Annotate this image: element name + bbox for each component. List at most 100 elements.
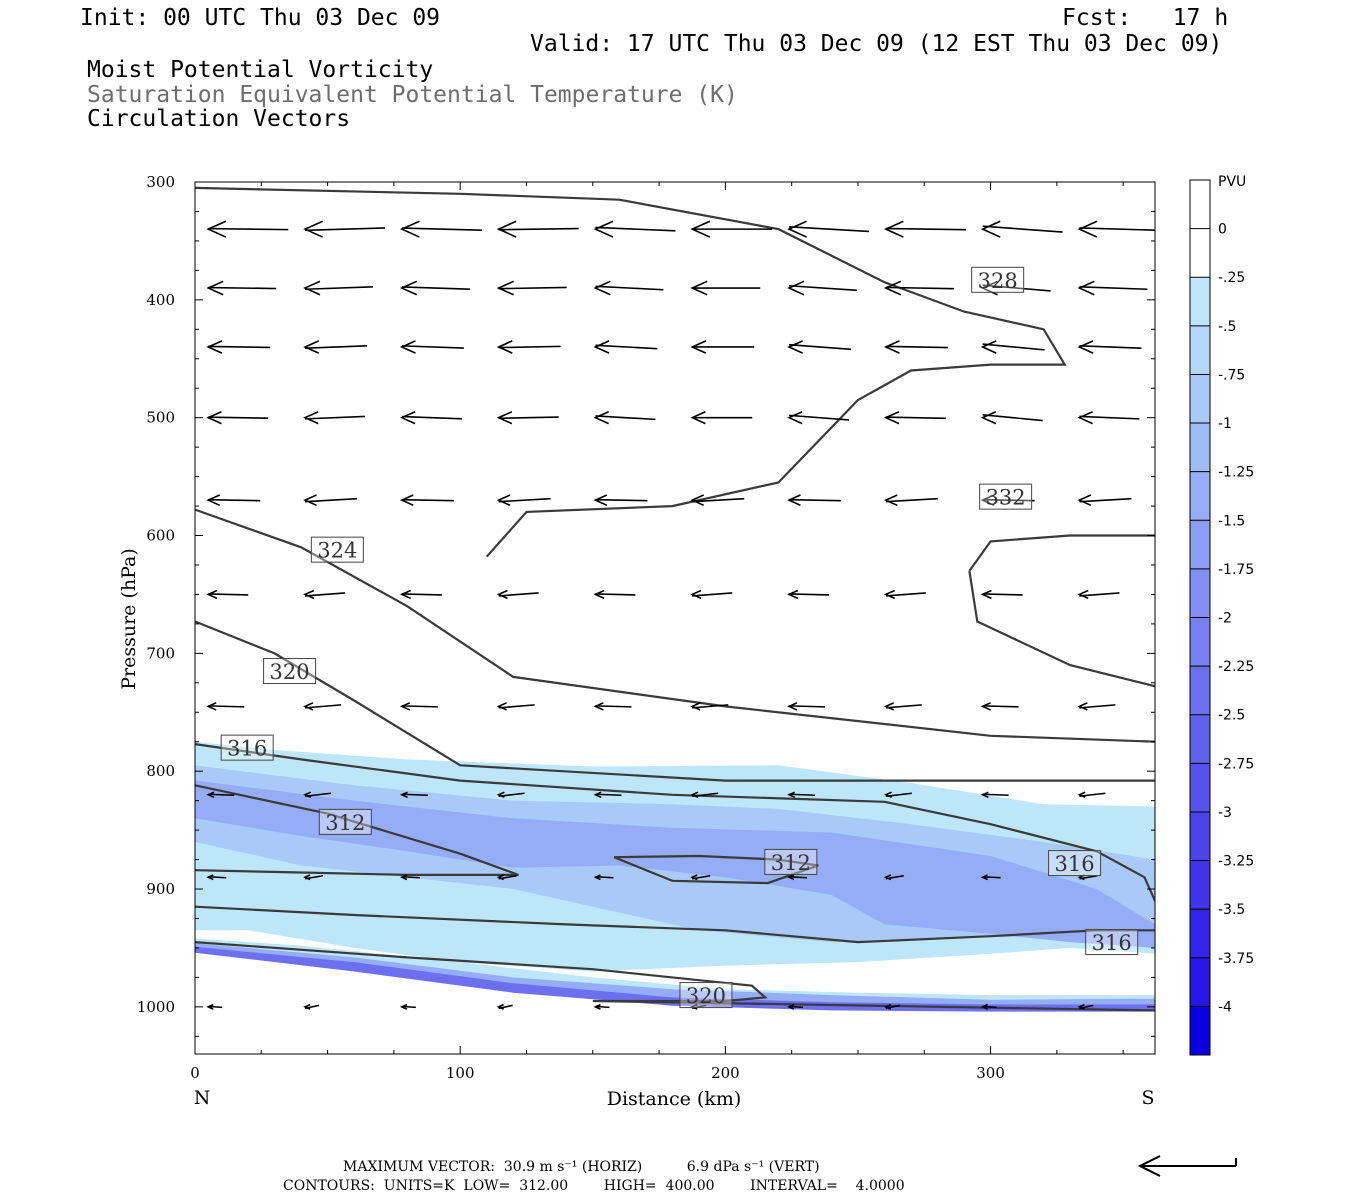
colorbar-tick-label: -2.25: [1218, 659, 1254, 675]
vector-head: [787, 494, 801, 507]
vector-shaft: [305, 497, 358, 503]
contour-label-text: 316: [1055, 852, 1095, 876]
vector-arrow: [690, 280, 761, 296]
vector-head: [303, 589, 315, 600]
vector-arrow: [1077, 494, 1132, 507]
vector-shaft: [498, 497, 551, 503]
y-tick-label: 400: [146, 291, 175, 309]
vector-arrow: [690, 791, 719, 799]
contour-label-text: 312: [325, 811, 365, 835]
contour-line-332-9: [968, 534, 1155, 572]
vector-arrow: [399, 280, 470, 296]
colorbar-swatch: [1190, 568, 1210, 618]
contour-line-320-6: [195, 941, 1155, 1012]
colorbar-tick-label: -3.5: [1218, 902, 1245, 918]
contour-line-328-8: [195, 186, 1067, 558]
vector-shaft: [208, 416, 269, 419]
vector-arrow: [399, 1003, 416, 1010]
vector-arrow: [206, 494, 261, 507]
x-tick-label: 0: [190, 1064, 200, 1082]
y-tick-label: 300: [146, 173, 175, 191]
vector-head: [690, 874, 698, 881]
vector-head: [883, 589, 895, 600]
vector-head: [980, 702, 991, 711]
vector-head: [883, 791, 892, 799]
vector-head: [496, 340, 513, 354]
vector-arrow: [883, 702, 922, 711]
vector-head: [787, 411, 803, 425]
vector-head: [883, 702, 895, 711]
colorbar-tick-label: -1: [1218, 416, 1232, 432]
vector-arrow: [593, 589, 636, 600]
vector-head: [593, 702, 604, 711]
vector-arrow: [883, 220, 966, 238]
contour-label-320: 320: [679, 982, 733, 1009]
vector-arrow: [883, 340, 948, 354]
vector-shaft: [401, 345, 464, 349]
contour-label-box: [1085, 929, 1139, 956]
vector-head: [399, 702, 411, 711]
vector-shaft: [982, 343, 1045, 351]
vector-shaft: [595, 875, 614, 879]
contour-label-text: 320: [686, 984, 726, 1008]
vector-shaft: [595, 285, 664, 291]
vector-head: [399, 589, 411, 600]
vector-head: [206, 220, 227, 238]
vector-head: [399, 494, 414, 507]
vector-head: [303, 702, 314, 711]
vector-shaft: [982, 284, 1051, 292]
vector-head: [980, 340, 997, 354]
vector-shaft: [1079, 415, 1140, 420]
vector-arrow: [980, 791, 1009, 799]
vector-arrow: [303, 280, 374, 296]
vector-arrow: [496, 494, 551, 507]
colorbar-tick-label: -.25: [1218, 270, 1245, 286]
vector-shaft: [982, 593, 1023, 596]
vector-shaft: [305, 227, 386, 232]
vector-shaft: [498, 345, 561, 349]
vector-head: [399, 340, 416, 354]
vector-shaft: [982, 498, 1035, 502]
valid-time-label: Valid: 17 UTC Thu 03 Dec 09 (12 EST Thu …: [530, 31, 1222, 57]
vector-head: [1077, 411, 1093, 425]
vector-head: [303, 791, 312, 799]
contour-label-text: 312: [771, 851, 811, 875]
contour-label-text: 320: [270, 660, 310, 684]
y-tick-label: 900: [146, 880, 175, 898]
vector-head: [206, 702, 217, 711]
vector-head: [1077, 280, 1095, 296]
vector-head: [883, 1003, 892, 1010]
colorbar-swatch: [1190, 763, 1210, 813]
vector-shaft: [498, 704, 535, 709]
vector-head: [496, 1003, 504, 1010]
vector-head: [1077, 589, 1089, 600]
vector-arrow: [980, 494, 1035, 507]
vector-arrow: [1077, 702, 1116, 711]
mpv-region-5: [195, 946, 1155, 1012]
vector-shaft: [982, 793, 1009, 797]
vector-arrow: [496, 411, 559, 425]
vector-arrow: [303, 702, 342, 711]
vector-arrow: [690, 702, 729, 711]
vector-shaft: [208, 345, 271, 349]
vector-shaft: [498, 416, 559, 420]
mpv-region-4: [195, 943, 1155, 1011]
vector-arrow: [206, 280, 277, 296]
vector-arrow: [1077, 791, 1106, 799]
vector-arrow: [496, 874, 517, 881]
vector-shaft: [982, 875, 1001, 879]
vector-shaft: [595, 705, 632, 708]
colorbar-tick-label: -3.25: [1218, 854, 1254, 870]
vector-arrow: [303, 791, 332, 799]
vector-head: [496, 874, 504, 881]
vector-head: [980, 874, 988, 881]
vector-arrow: [980, 702, 1019, 711]
contour-line-312-1: [613, 854, 819, 885]
colorbar-swatch: [1190, 277, 1210, 327]
vector-shaft: [498, 286, 567, 290]
vector-shaft: [595, 793, 622, 797]
field-title-mpv: Moist Potential Vorticity: [87, 57, 433, 83]
vector-head: [980, 589, 992, 600]
colorbar-tick-label: -3.75: [1218, 951, 1254, 967]
contour-info-note: CONTOURS: UNITS=K LOW= 312.00 HIGH= 400.…: [283, 1178, 905, 1194]
